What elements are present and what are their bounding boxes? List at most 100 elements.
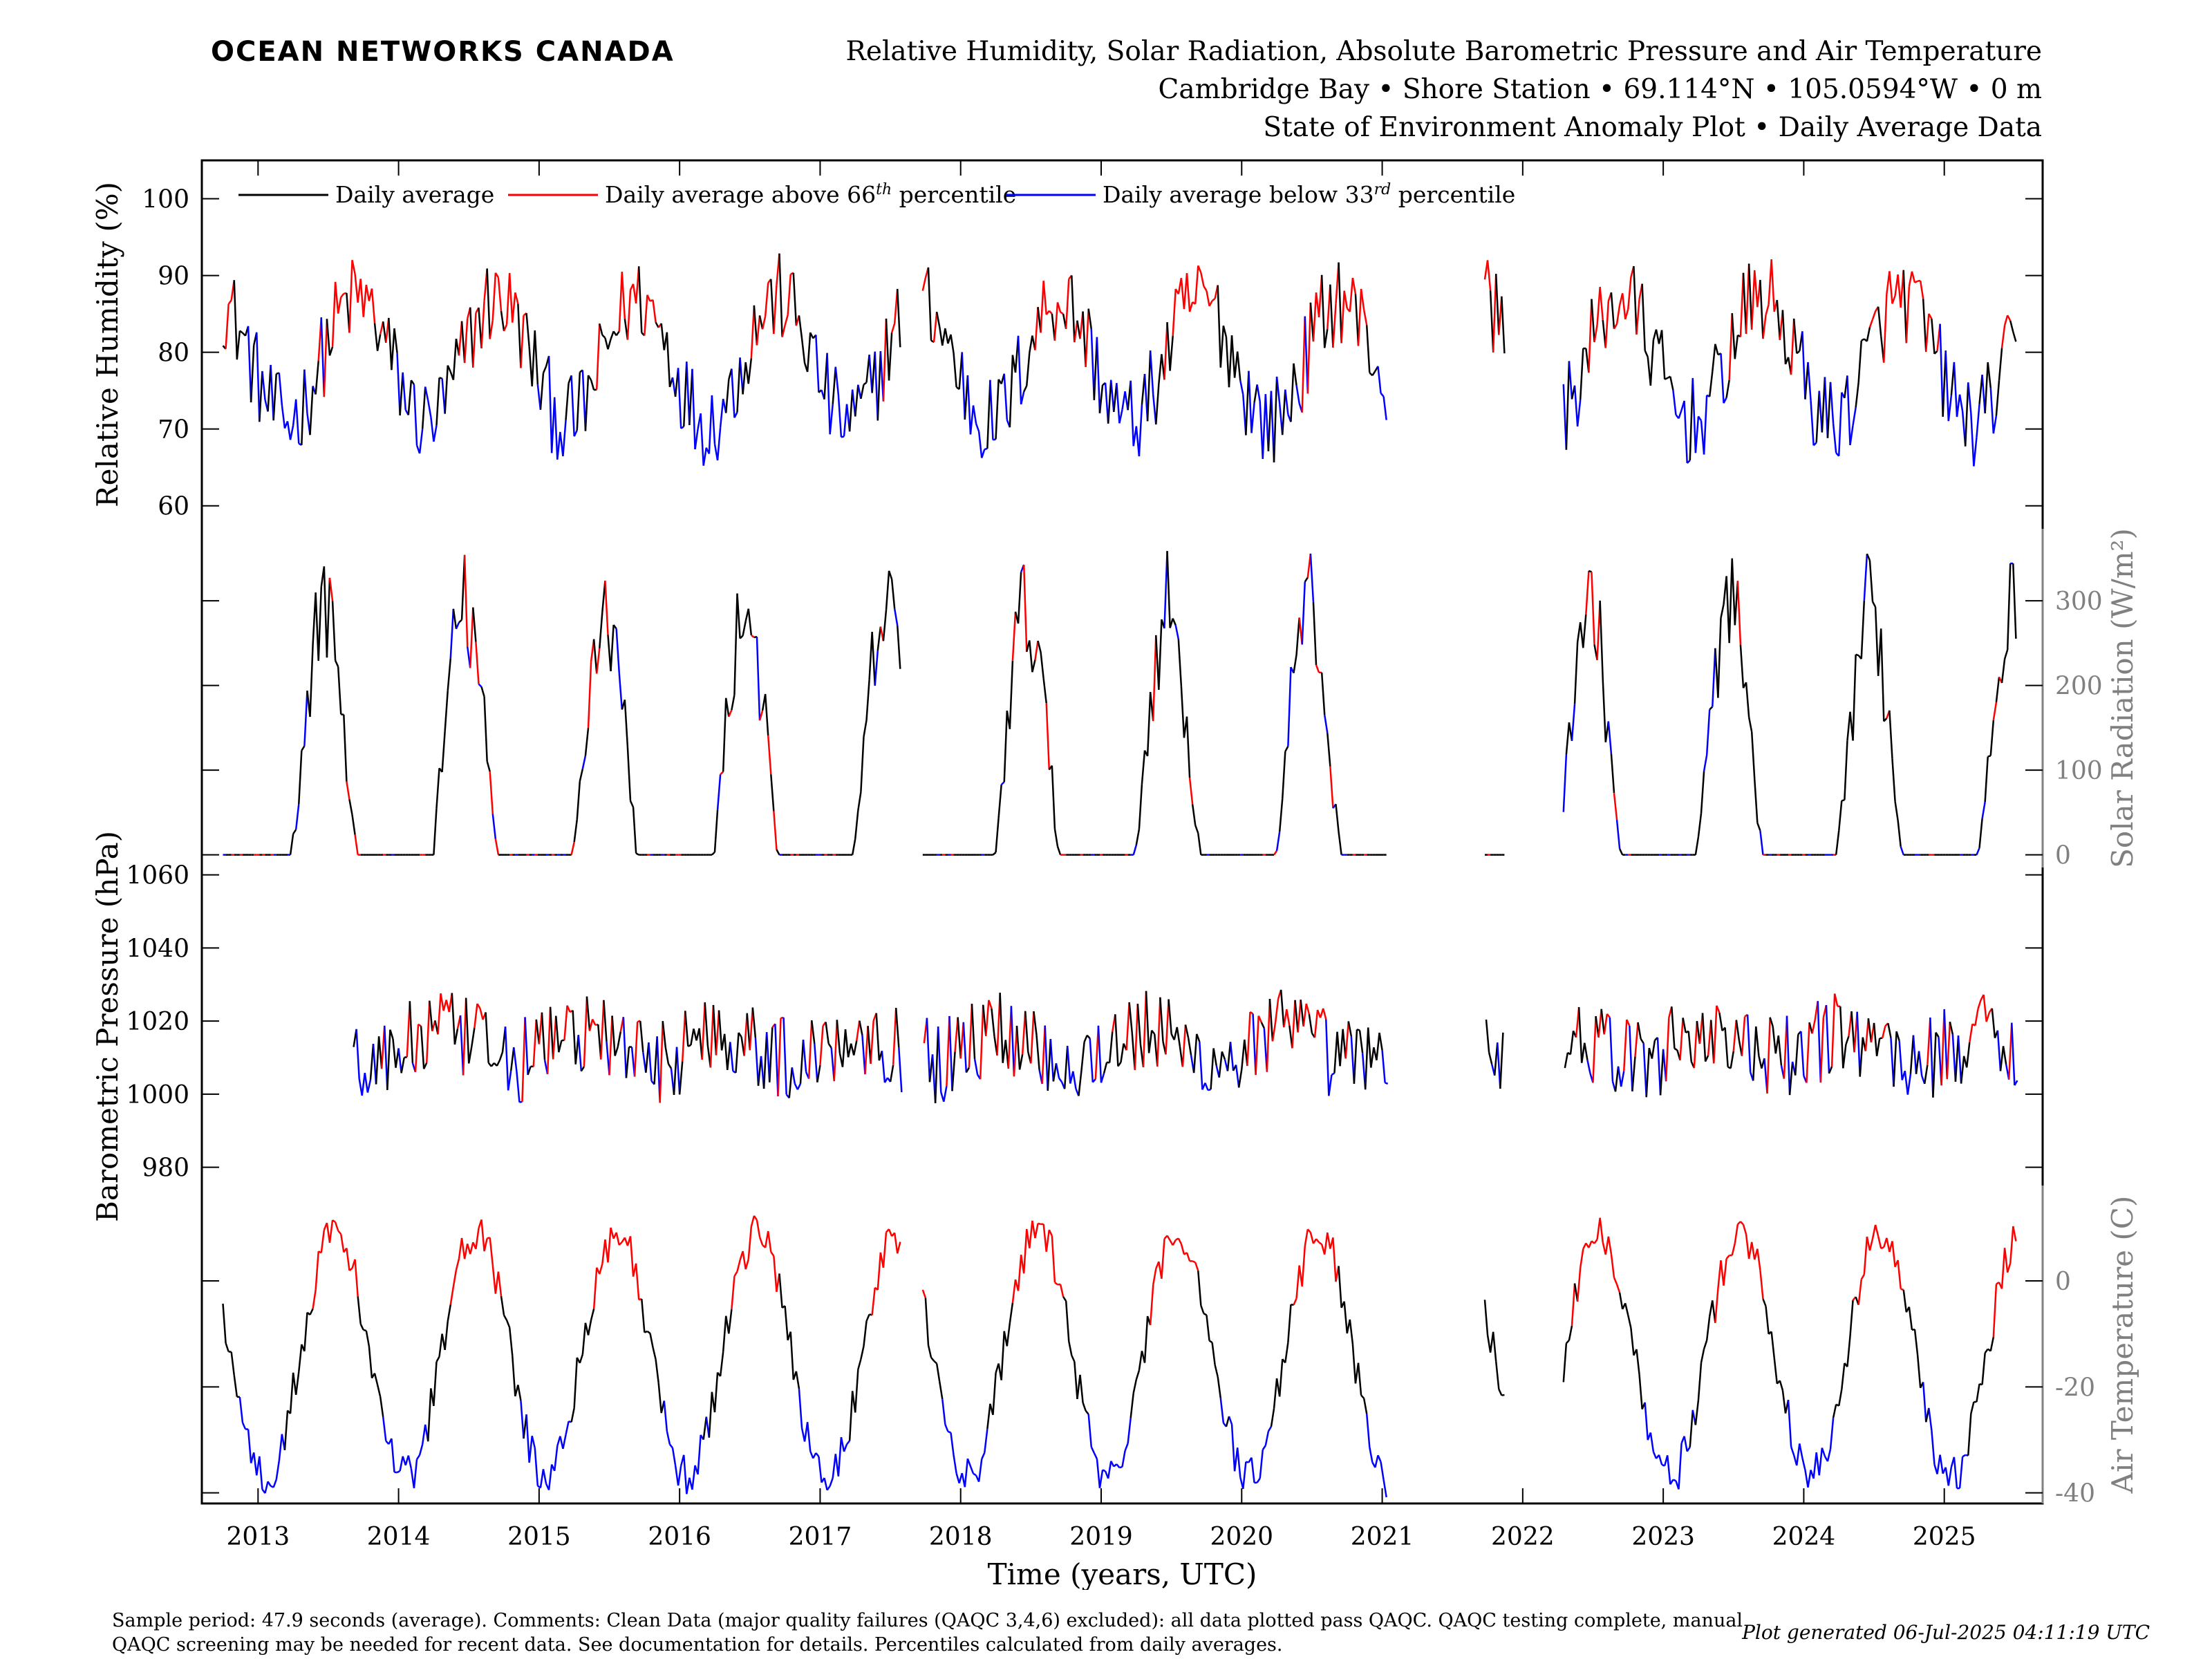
data-line-barometric_pressure (853, 1040, 858, 1056)
data-line-air_temperature (413, 1459, 418, 1488)
data-line-barometric_pressure (814, 1043, 818, 1082)
data-line-barometric_pressure (1701, 1013, 1707, 1062)
data-line-air_temperature (1928, 1407, 1933, 1431)
data-line-relative_humidity (236, 330, 241, 360)
plot-generated-timestamp: Plot generated 06-Jul-2025 04:11:19 UTC (1742, 1621, 2150, 1644)
data-line-relative_humidity (553, 397, 559, 460)
data-line-barometric_pressure (847, 1043, 852, 1058)
data-line-air_temperature (1127, 1418, 1132, 1444)
data-line-air_temperature (877, 1252, 882, 1291)
data-line-air_temperature (452, 1269, 458, 1287)
data-line-relative_humidity (421, 386, 427, 429)
data-line-air_temperature (1380, 1461, 1385, 1480)
data-line-relative_humidity (376, 334, 382, 351)
data-line-barometric_pressure (1906, 1074, 1912, 1095)
data-line-relative_humidity (977, 431, 983, 458)
data-line-relative_humidity (1568, 361, 1573, 400)
y-tick-label-barometric_pressure: 1060 (126, 862, 189, 890)
data-line-solar_radiation (323, 566, 328, 658)
data-line-air_temperature (1635, 1349, 1640, 1375)
data-line-barometric_pressure (1083, 1035, 1088, 1042)
data-line-solar_radiation (725, 697, 730, 717)
data-line-air_temperature (1838, 1389, 1843, 1406)
data-line-air_temperature (992, 1373, 997, 1415)
data-line-barometric_pressure (591, 1018, 597, 1026)
data-line-air_temperature (309, 1308, 314, 1315)
data-line-relative_humidity (615, 330, 620, 337)
data-line-air_temperature (534, 1447, 539, 1486)
data-line-barometric_pressure (1291, 1000, 1296, 1049)
data-line-relative_humidity (351, 260, 356, 274)
data-line-barometric_pressure (957, 1017, 962, 1059)
data-line-barometric_pressure (1879, 1037, 1883, 1040)
data-line-relative_humidity (1832, 423, 1837, 453)
data-line-air_temperature (455, 1258, 460, 1271)
data-line-relative_humidity (1686, 460, 1691, 464)
data-line-relative_humidity (798, 315, 803, 339)
data-line-air_temperature (267, 1481, 272, 1487)
data-line-air_temperature (1079, 1374, 1084, 1403)
data-line-air_temperature (326, 1222, 331, 1243)
data-line-solar_radiation (354, 834, 359, 855)
data-line-solar_radiation (1705, 709, 1711, 756)
data-line-barometric_pressure (479, 1008, 484, 1020)
data-line-solar_radiation (303, 691, 308, 747)
data-line-barometric_pressure (690, 1028, 695, 1046)
data-line-air_temperature (941, 1399, 946, 1425)
data-line-solar_radiation (1158, 619, 1163, 690)
data-line-air_temperature (832, 1454, 837, 1479)
data-line-solar_radiation (736, 593, 741, 639)
data-line-air_temperature (1130, 1393, 1135, 1418)
data-line-barometric_pressure (1052, 1063, 1058, 1082)
data-line-relative_humidity (1225, 337, 1230, 388)
data-line-relative_humidity (1239, 380, 1244, 395)
data-line-solar_radiation (1599, 600, 1604, 680)
data-line-air_temperature (1624, 1303, 1629, 1316)
data-line-air_temperature (1579, 1248, 1584, 1268)
data-line-relative_humidity (1742, 272, 1747, 334)
data-line-solar_radiation (1888, 710, 1893, 759)
data-line-relative_humidity (424, 386, 429, 401)
data-line-relative_humidity (1824, 377, 1829, 438)
data-line-solar_radiation (893, 608, 899, 626)
data-line-solar_radiation (592, 639, 598, 674)
data-line-relative_humidity (1987, 362, 1992, 388)
data-line-barometric_pressure (389, 1029, 394, 1040)
data-line-relative_humidity (1573, 385, 1579, 427)
data-line-relative_humidity (756, 315, 761, 346)
data-line-barometric_pressure (1128, 1002, 1133, 1033)
data-line-relative_humidity (781, 325, 786, 337)
data-line-relative_humidity (1762, 315, 1767, 339)
data-line-barometric_pressure (777, 1018, 782, 1096)
data-line-barometric_pressure (1300, 1000, 1304, 1027)
data-line-barometric_pressure (1946, 1022, 1951, 1080)
data-line-relative_humidity (1284, 389, 1289, 415)
data-line-relative_humidity (1905, 286, 1911, 344)
y-tick-label-barometric_pressure: 1000 (126, 1081, 189, 1109)
data-line-solar_radiation (351, 814, 356, 835)
data-line-relative_humidity (1222, 325, 1228, 337)
data-line-air_temperature (1765, 1306, 1770, 1334)
data-line-solar_radiation (452, 608, 458, 629)
data-line-air_temperature (708, 1391, 713, 1438)
data-line-air_temperature (289, 1372, 294, 1414)
data-line-solar_radiation (1152, 635, 1157, 722)
data-line-air_temperature (1759, 1270, 1764, 1300)
data-line-relative_humidity (393, 328, 398, 353)
data-line-air_temperature (581, 1322, 587, 1355)
data-line-air_temperature (1756, 1248, 1761, 1271)
data-line-solar_radiation (739, 635, 744, 639)
data-line-solar_radiation (1984, 756, 1989, 803)
data-line-relative_humidity (1023, 385, 1028, 393)
data-line-barometric_pressure (1241, 1039, 1246, 1070)
data-line-barometric_pressure (1156, 997, 1161, 1067)
data-line-relative_humidity (1992, 415, 1998, 434)
data-line-air_temperature (517, 1385, 522, 1401)
data-line-solar_radiation (728, 709, 733, 718)
data-line-solar_radiation (1273, 850, 1278, 856)
data-line-solar_radiation (997, 784, 1002, 818)
data-line-relative_humidity (1712, 344, 1716, 372)
data-line-solar_radiation (334, 660, 339, 667)
data-line-barometric_pressure (1339, 1029, 1344, 1067)
data-line-air_temperature (1576, 1267, 1582, 1302)
